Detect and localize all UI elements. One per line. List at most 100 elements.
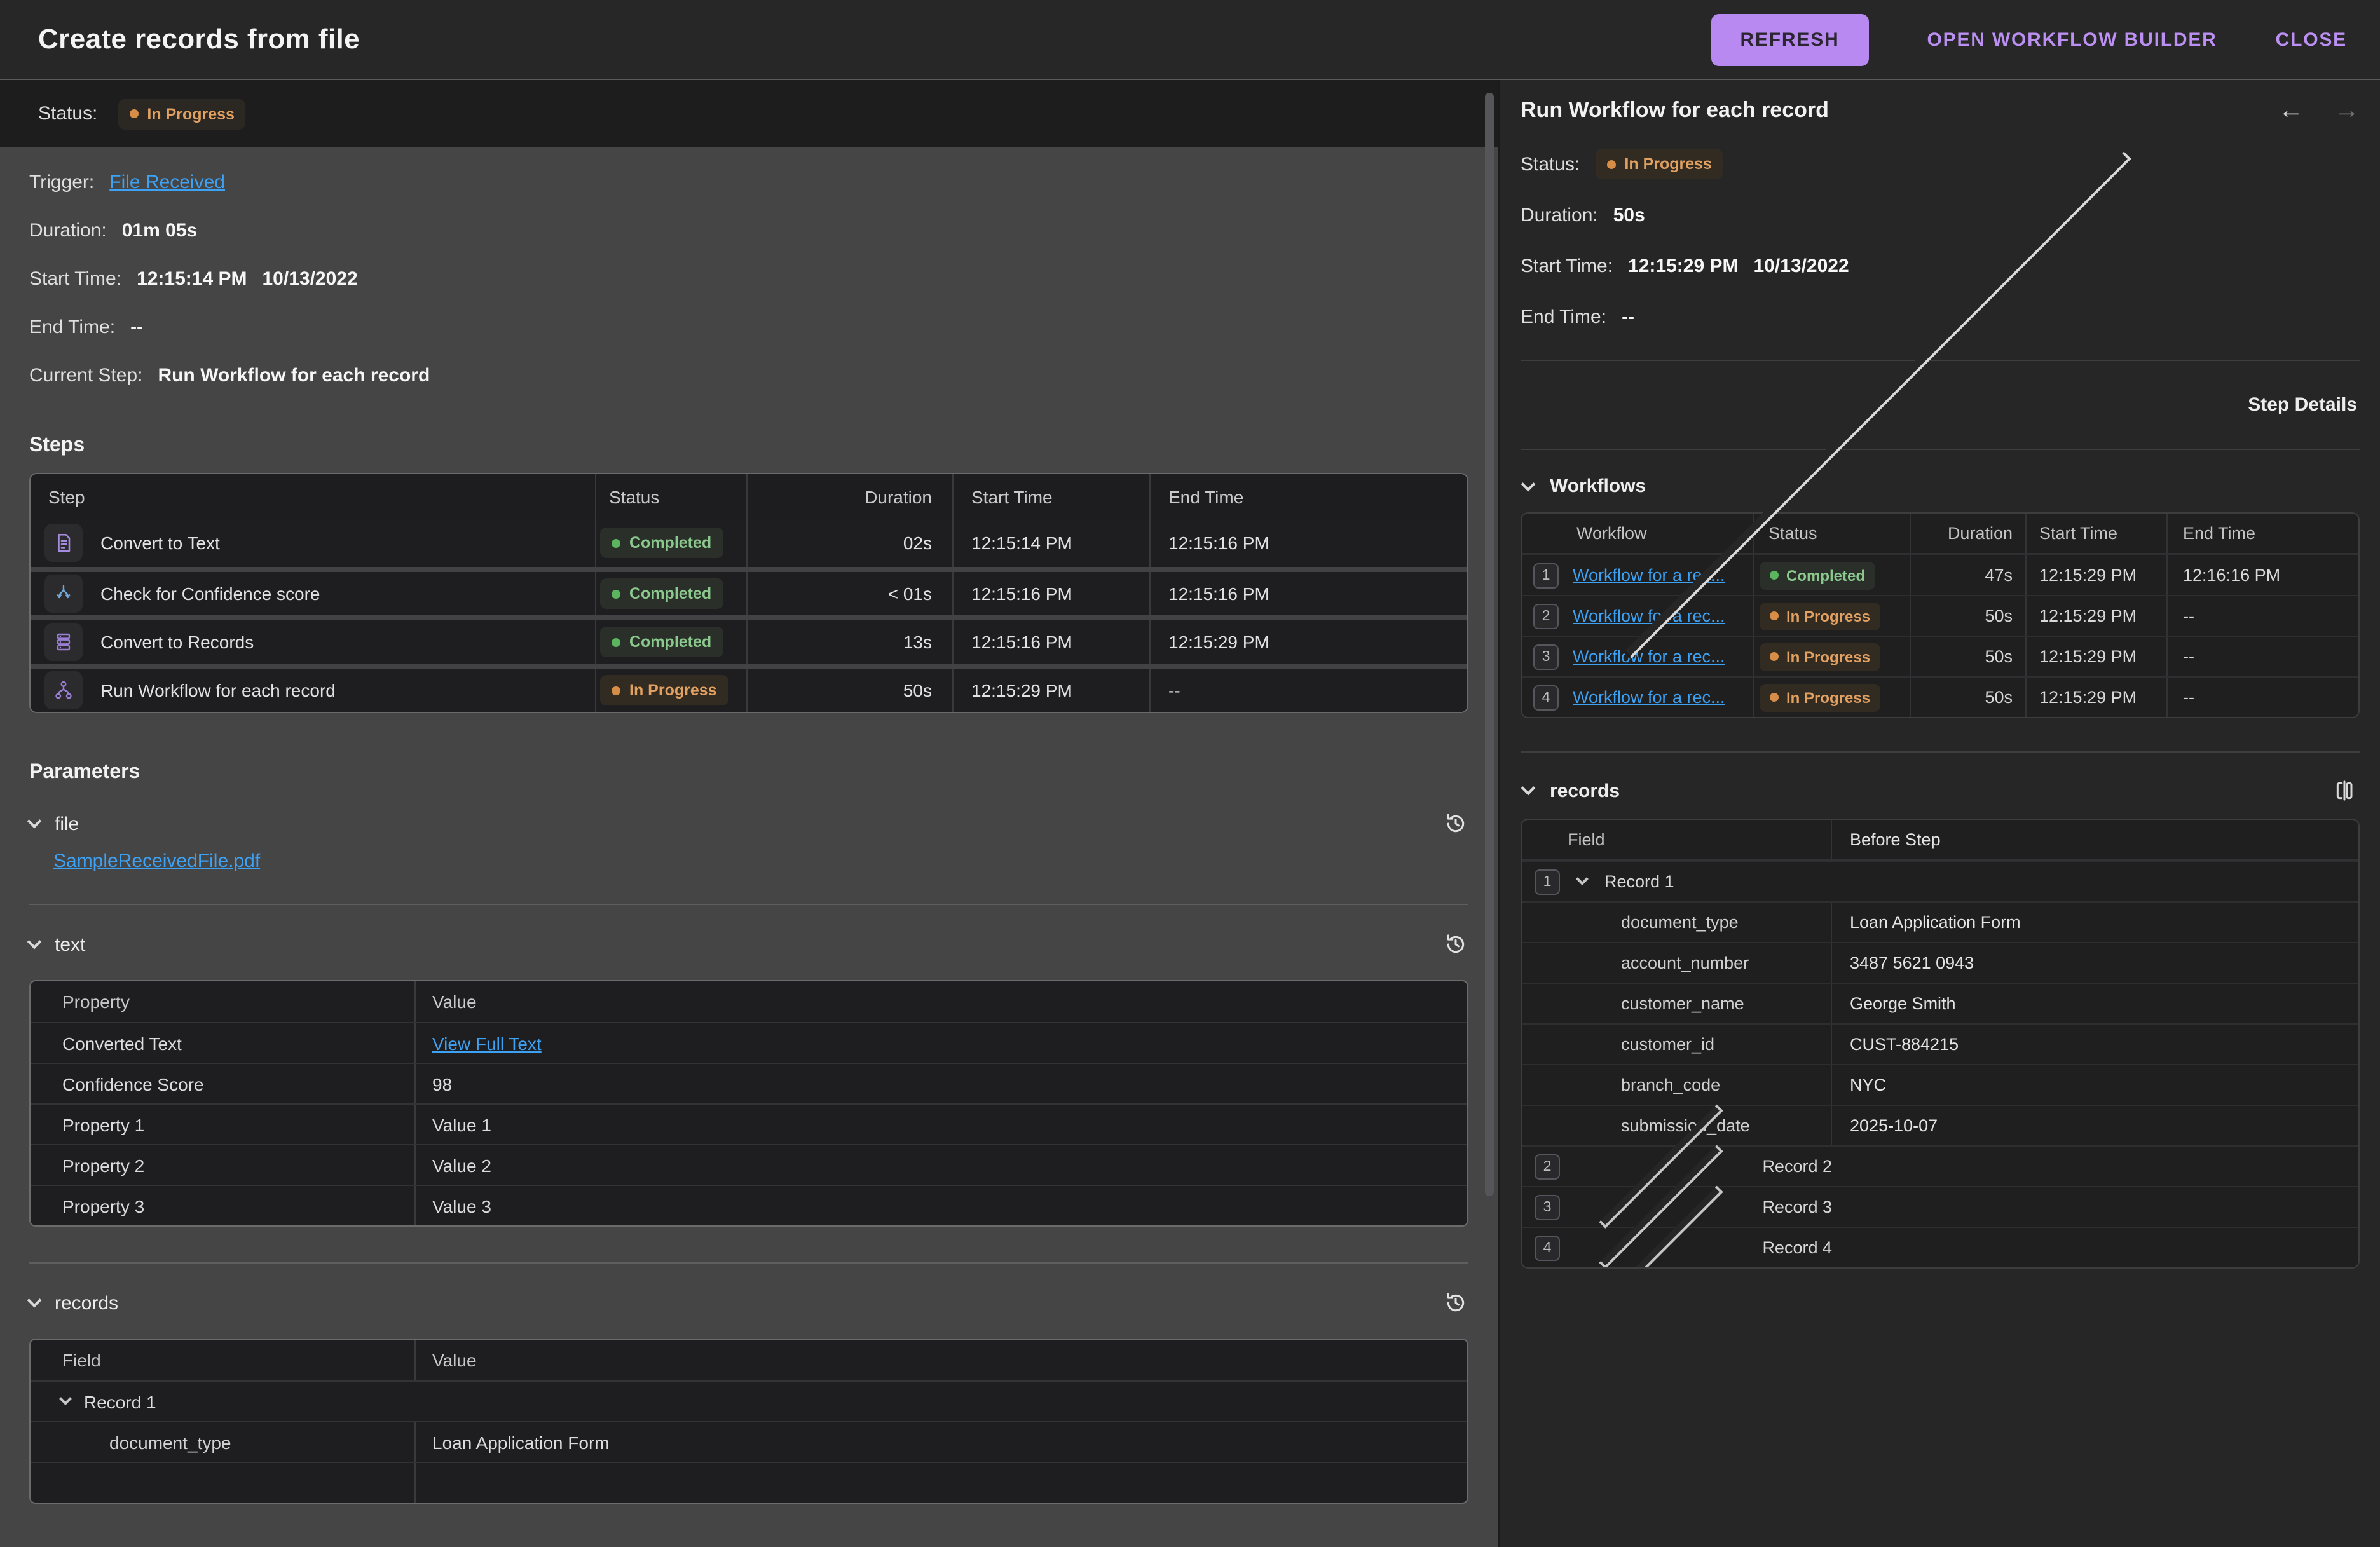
table-row-run-workflow[interactable]: Run Workflow for each record In Progress… [31, 664, 1467, 712]
database-icon [44, 623, 83, 661]
forward-arrow-icon[interactable]: → [2334, 97, 2360, 125]
field-name: submission_date [1522, 1106, 1832, 1145]
record-3-row: 3 Record 3 [1522, 1145, 2358, 1267]
table-row-check-confidence[interactable]: Check for Confidence score Completed < 0… [31, 567, 1467, 615]
detail-title: Run Workflow for each record [1521, 98, 1829, 122]
open-workflow-builder-button[interactable]: OPEN WORKFLOW BUILDER [1927, 29, 2217, 50]
file-section-toggle[interactable]: file [27, 813, 79, 835]
end-time-label: End Time: [29, 316, 116, 337]
steps-table: Step Status Duration Start Time End Time [29, 473, 1468, 713]
col-workflow: Workflow [1576, 524, 1647, 543]
records-table-header: Field Value [31, 1340, 1467, 1380]
divider [1521, 360, 2360, 361]
detail-status-row: Status: In Progress [1521, 139, 2360, 189]
table-row: submission_date 2025-10-07 [1522, 1105, 2358, 1145]
table-row: Property 1 Value 1 [31, 1103, 1467, 1144]
split-view-button[interactable] [2332, 778, 2357, 803]
status-badge: In Progress [1760, 643, 1881, 671]
row-number-badge: 4 [1533, 685, 1559, 710]
close-button[interactable]: CLOSE [2275, 29, 2347, 50]
row-number-badge: 2 [1533, 603, 1559, 629]
steps-table-header: Step Status Duration Start Time End Time [31, 474, 1467, 519]
start-time-value: 12:15:29 PM [1628, 255, 1739, 276]
workflow-end: -- [2166, 678, 2358, 717]
status-text: Completed [629, 633, 712, 651]
text-history-button[interactable] [1443, 932, 1468, 957]
records-section-toggle[interactable]: records [27, 1292, 119, 1314]
status-dot [612, 686, 620, 695]
record-1-toggle[interactable]: 1 Record 1 [1522, 862, 1832, 901]
records-history-button[interactable] [1443, 1290, 1468, 1316]
status-badge: Completed [600, 578, 723, 609]
records-detail-toggle[interactable]: records [1521, 780, 1620, 801]
status-badge: Completed [600, 528, 723, 558]
status-text: Completed [629, 585, 712, 603]
run-overview-content: Trigger: File Received Duration: 01m 05s… [0, 147, 1498, 1504]
back-arrow-icon[interactable]: ← [2278, 97, 2304, 125]
run-status-strip: Status: In Progress [0, 80, 1498, 147]
step-start: 12:15:29 PM [952, 669, 1149, 712]
status-dot [1770, 571, 1779, 580]
trigger-link[interactable]: File Received [109, 171, 225, 193]
status-label: Status: [1521, 153, 1580, 175]
sample-file-link[interactable]: SampleReceivedFile.pdf [53, 850, 261, 872]
status-text: In Progress [629, 681, 717, 699]
table-row-convert-to-text[interactable]: Convert to Text Completed 02s 12:15:14 P… [31, 519, 1467, 567]
table-row: Property 3 Value 3 [31, 1185, 1467, 1225]
left-panel-scrollbar[interactable] [1485, 93, 1494, 1196]
file-section-label: file [55, 813, 79, 835]
status-text: Completed [1786, 566, 1866, 584]
step-name: Convert to Text [100, 533, 220, 553]
field-name: customer_id [1522, 1025, 1832, 1064]
duration-value: 50s [1613, 204, 1645, 226]
step-name: Check for Confidence score [100, 583, 320, 604]
status-dot [612, 538, 620, 547]
table-row [31, 1462, 1467, 1503]
step-end: -- [1149, 669, 1467, 712]
detail-start-row: Start Time: 12:15:29 PM 10/13/2022 [1521, 240, 2360, 291]
field-value: NYC [1850, 1075, 1887, 1094]
duration-value: 01m 05s [121, 219, 198, 241]
property-value: Value 1 [432, 1114, 491, 1135]
field-value: 2025-10-07 [1850, 1116, 1938, 1135]
record-4-toggle[interactable]: 4 Record 4 [1522, 1185, 1832, 1267]
record-3-toggle[interactable]: 3 Record 3 [1522, 1145, 1832, 1267]
chevron-down-icon [59, 1393, 72, 1405]
property-name: Property 3 [31, 1186, 416, 1225]
property-value: 98 [432, 1073, 453, 1094]
step-details-toggle[interactable]: Step Details [1521, 151, 2360, 659]
record-1-toggle[interactable]: Record 1 [31, 1391, 156, 1412]
workflow-link[interactable]: Workflow for a rec... [1573, 647, 1725, 666]
col-field: Field [31, 1340, 416, 1380]
status-dot [1606, 160, 1616, 168]
text-section-label: text [55, 934, 86, 955]
record-2-toggle[interactable]: 2 Record 2 [1522, 1104, 1832, 1229]
table-row-convert-to-records[interactable]: Convert to Records Completed 13s 12:15:1… [31, 615, 1467, 664]
workflow-row-2: 2 Workflow for a rec... In Progress 50s 1… [1522, 595, 2358, 636]
col-property: Property [31, 981, 416, 1022]
property-name: Confidence Score [31, 1064, 416, 1103]
workflows-toggle[interactable]: Workflows [1521, 450, 2360, 512]
text-section-toggle[interactable]: text [27, 934, 86, 955]
view-full-text-link[interactable]: View Full Text [432, 1033, 542, 1053]
history-icon [1447, 1293, 1465, 1312]
status-text: In Progress [1786, 688, 1871, 706]
step-end: 12:15:16 PM [1149, 519, 1467, 567]
record-label: Record 3 [1762, 1197, 1832, 1216]
refresh-button[interactable]: REFRESH [1711, 13, 1869, 65]
file-history-button[interactable] [1443, 811, 1468, 836]
status-dot [1770, 611, 1779, 620]
chevron-down-icon [1576, 873, 1589, 885]
workflow-link[interactable]: Workflow for a rec... [1573, 688, 1725, 707]
table-row: Property 2 Value 2 [31, 1144, 1467, 1185]
workflow-link[interactable]: Workflow for a rec... [1573, 606, 1725, 625]
status-dot [1770, 652, 1779, 661]
field-name: customer_name [1522, 984, 1832, 1023]
col-duration: Duration [746, 474, 952, 519]
records-section-label: records [55, 1292, 119, 1314]
workflow-duration: 47s [1910, 555, 2025, 595]
field-name: branch_code [1522, 1065, 1832, 1105]
col-start-time: Start Time [2025, 514, 2166, 553]
col-start-time: Start Time [952, 474, 1149, 519]
